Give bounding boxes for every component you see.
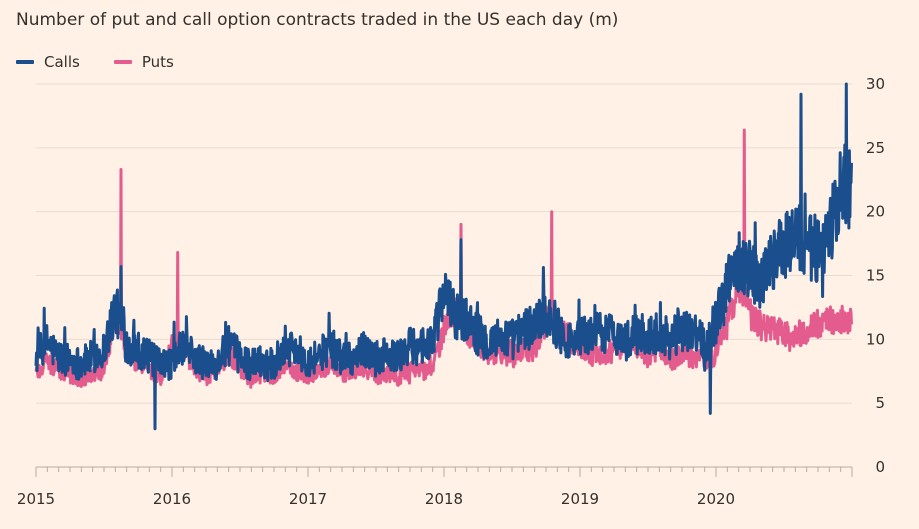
- y-axis: 0 5 10 15 20 25 30: [866, 75, 885, 476]
- chart-legend: Calls Puts: [16, 52, 208, 72]
- legend-item-puts: Puts: [113, 53, 174, 71]
- x-tick-label-2: 2017: [289, 490, 327, 508]
- series-group: [34, 82, 853, 431]
- legend-swatch-calls: [16, 60, 34, 64]
- y-tick-label-5: 25: [866, 139, 885, 157]
- x-tick-label-5: 2020: [697, 490, 735, 508]
- y-tick-label-6: 30: [866, 75, 885, 93]
- y-tick-label-4: 20: [866, 203, 885, 221]
- legend-label-puts: Puts: [141, 53, 174, 71]
- x-tick-label-1: 2016: [153, 490, 191, 508]
- y-tick-label-0: 0: [875, 458, 885, 476]
- gridlines: [36, 83, 852, 404]
- x-tick-label-0: 2015: [17, 490, 55, 508]
- legend-item-calls: Calls: [16, 53, 80, 71]
- y-tick-label-3: 15: [866, 267, 885, 285]
- x-tick-label-3: 2018: [425, 490, 463, 508]
- y-tick-label-1: 5: [875, 394, 885, 412]
- x-tick-label-4: 2019: [561, 490, 599, 508]
- chart-title: Number of put and call option contracts …: [16, 10, 619, 30]
- series-line-calls: [34, 82, 853, 431]
- y-tick-label-2: 10: [866, 330, 885, 348]
- legend-swatch-puts: [113, 60, 132, 64]
- x-axis: 2015 2016 2017 2018 2019 2020: [17, 466, 853, 508]
- legend-label-calls: Calls: [44, 53, 80, 71]
- series-line-puts: [34, 128, 853, 389]
